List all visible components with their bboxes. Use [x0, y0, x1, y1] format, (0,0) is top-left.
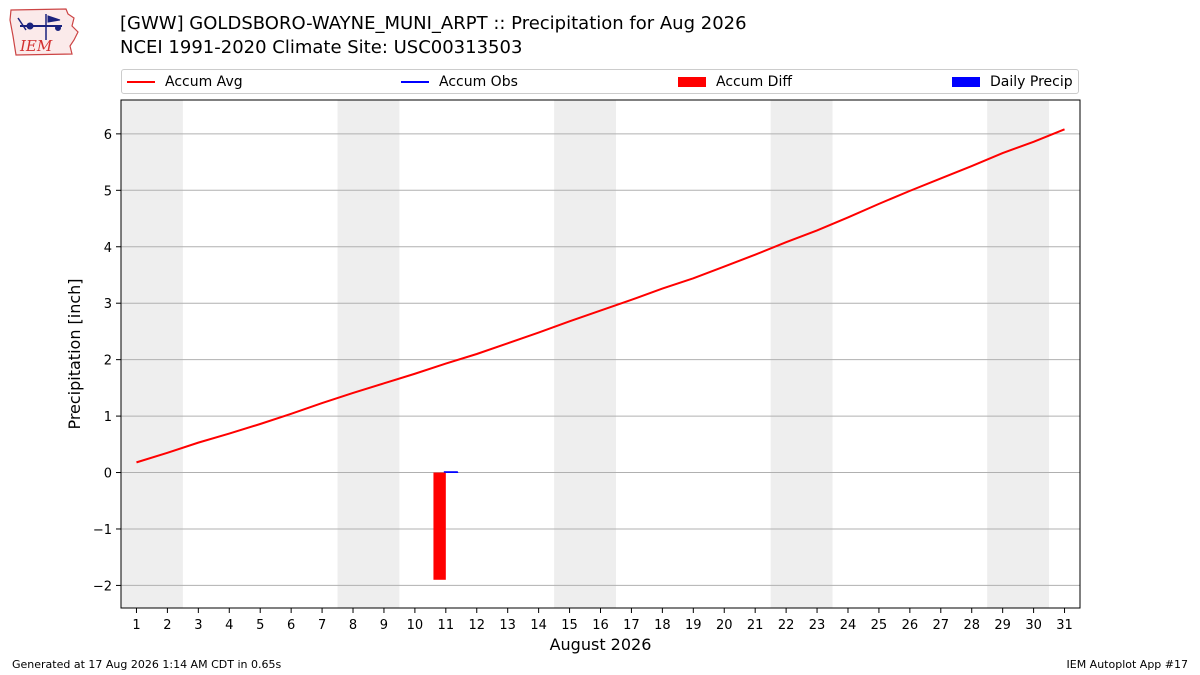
weekend-shade [337, 100, 400, 608]
x-tick-label: 9 [380, 618, 388, 633]
x-tick-label: 18 [654, 618, 671, 633]
x-tick-label: 11 [438, 618, 455, 633]
x-tick-label: 8 [349, 618, 357, 633]
y-tick-label: 2 [104, 354, 112, 369]
x-tick-label: 15 [561, 618, 578, 633]
legend: Accum Avg Accum Obs Accum Diff Daily Pre… [121, 69, 1079, 94]
y-tick-label: 3 [104, 297, 112, 312]
x-tick-label: 17 [623, 618, 640, 633]
line-accum-avg [136, 128, 1065, 464]
x-tick-label: 12 [468, 618, 485, 633]
y-tick-label: −1 [93, 523, 112, 538]
y-tick-label: 0 [104, 467, 112, 482]
weekend-shade [770, 100, 833, 608]
x-tick-label: 14 [530, 618, 547, 633]
y-axis-ticks: −2 −1 0 1 2 3 4 5 6 [93, 128, 121, 594]
y-tick-label: 4 [104, 241, 112, 256]
legend-label-accum-obs: Accum Obs [439, 74, 518, 90]
legend-label-accum-avg: Accum Avg [165, 74, 243, 90]
x-axis-label: August 2026 [550, 635, 652, 654]
y-tick-label: 5 [104, 184, 112, 199]
generated-timestamp: Generated at 17 Aug 2026 1:14 AM CDT in … [12, 658, 282, 671]
x-tick-label: 10 [407, 618, 424, 633]
x-tick-label: 22 [778, 618, 795, 633]
x-tick-label: 31 [1056, 618, 1073, 633]
x-tick-label: 20 [716, 618, 733, 633]
legend-item-accum-diff: Accum Diff [678, 73, 792, 91]
weekend-shade [987, 100, 1050, 608]
x-tick-label: 24 [840, 618, 857, 633]
y-axis-label: Precipitation [inch] [65, 278, 84, 429]
legend-swatch-daily-precip [952, 77, 980, 87]
logo-text: IEM [19, 37, 53, 55]
x-tick-label: 26 [902, 618, 919, 633]
weekend-shade [554, 100, 616, 608]
y-tick-label: −2 [93, 579, 112, 594]
chart-title: [GWW] GOLDSBORO-WAYNE_MUNI_ARPT :: Preci… [120, 12, 747, 60]
legend-swatch-accum-avg [127, 81, 155, 83]
x-tick-label: 25 [871, 618, 888, 633]
bars-layer [433, 471, 459, 580]
x-axis-ticks: 1 2 3 4 5 6 7 8 9 10 11 12 13 14 15 16 17 18 19 20 21 22 23 24 2… [132, 608, 1073, 633]
legend-item-daily-precip: Daily Precip [952, 73, 1073, 91]
title-line-2: NCEI 1991-2020 Climate Site: USC00313503 [120, 37, 523, 58]
x-tick-label: 30 [1025, 618, 1042, 633]
lines-layer [136, 128, 1065, 473]
iem-logo: IEM [9, 8, 79, 56]
x-tick-label: 23 [809, 618, 826, 633]
x-tick-label: 1 [132, 618, 140, 633]
legend-label-accum-diff: Accum Diff [716, 74, 793, 90]
x-tick-label: 16 [592, 618, 609, 633]
x-tick-label: 27 [933, 618, 950, 633]
autoplot-app-label: IEM Autoplot App #17 [1066, 658, 1189, 671]
x-tick-label: 2 [163, 618, 171, 633]
x-tick-label: 7 [318, 618, 326, 633]
bar-accum-diff [433, 472, 446, 580]
x-tick-label: 28 [963, 618, 980, 633]
legend-swatch-accum-diff [678, 77, 706, 87]
legend-item-accum-avg: Accum Avg [127, 73, 243, 91]
iowa-state-outline-icon [9, 8, 79, 56]
x-tick-label: 5 [256, 618, 264, 633]
title-line-1: [GWW] GOLDSBORO-WAYNE_MUNI_ARPT :: Preci… [120, 13, 747, 34]
x-tick-label: 29 [994, 618, 1011, 633]
legend-label-daily-precip: Daily Precip [990, 74, 1073, 90]
y-tick-label: 6 [104, 128, 112, 143]
y-tick-label: 1 [104, 410, 112, 425]
weather-station-icon [17, 14, 62, 40]
legend-item-accum-obs: Accum Obs [401, 73, 518, 91]
x-tick-label: 19 [685, 618, 702, 633]
x-tick-label: 3 [194, 618, 202, 633]
weekend-shade [121, 100, 183, 608]
x-tick-label: 4 [225, 618, 233, 633]
gridlines-layer [121, 133, 1080, 586]
x-tick-label: 21 [747, 618, 764, 633]
x-tick-label: 6 [287, 618, 295, 633]
weekend-shading-layer [121, 100, 1050, 608]
x-tick-label: 13 [499, 618, 516, 633]
legend-swatch-accum-obs [401, 81, 429, 83]
